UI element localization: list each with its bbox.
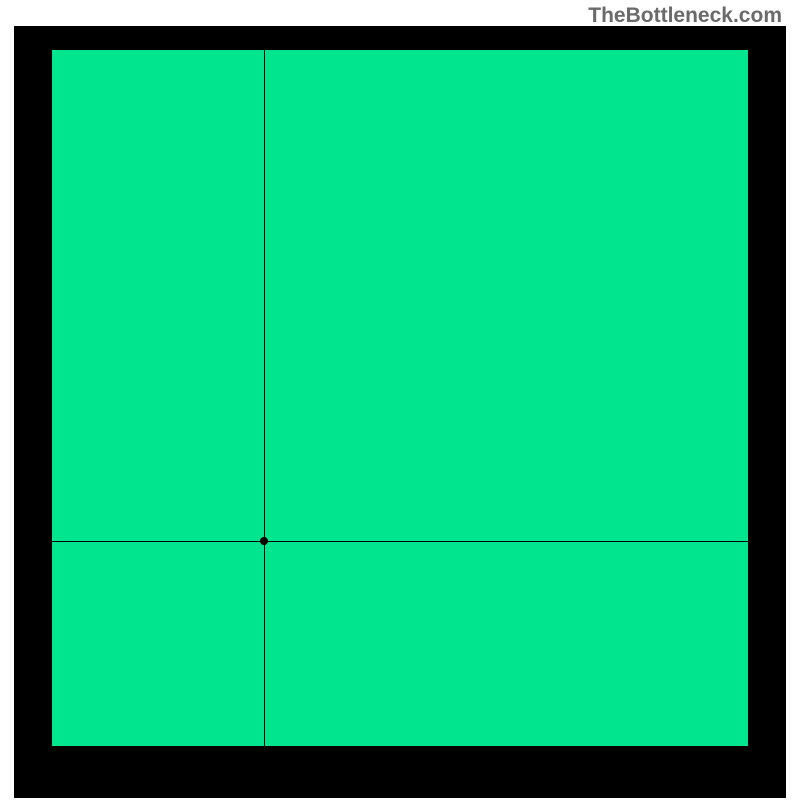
data-point-marker [260,537,268,545]
crosshair-horizontal [52,541,748,542]
watermark-text: TheBottleneck.com [588,4,782,28]
crosshair-vertical [264,50,265,746]
chart-frame [14,26,786,798]
heatmap-canvas [52,50,748,746]
heatmap-plot [52,50,748,746]
